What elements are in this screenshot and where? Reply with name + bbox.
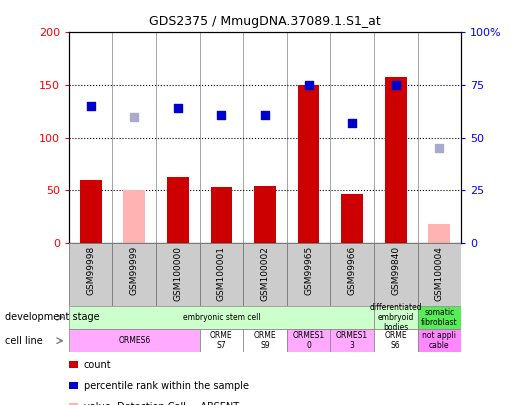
Text: somatic
fibroblast: somatic fibroblast	[421, 308, 457, 327]
Text: GSM99999: GSM99999	[130, 246, 139, 295]
Text: development stage: development stage	[5, 312, 100, 322]
Text: percentile rank within the sample: percentile rank within the sample	[84, 381, 249, 390]
Bar	[374, 329, 418, 352]
Text: count: count	[84, 360, 111, 369]
Text: GSM100002: GSM100002	[261, 246, 269, 301]
Point	[217, 111, 226, 118]
Bar	[112, 243, 156, 306]
Text: GSM99965: GSM99965	[304, 246, 313, 295]
Text: not appli
cable: not appli cable	[422, 331, 456, 350]
Point	[130, 113, 138, 120]
Bar	[385, 77, 407, 243]
Text: ORME
S7: ORME S7	[210, 331, 233, 350]
Bar	[200, 329, 243, 352]
Bar	[254, 186, 276, 243]
Bar	[80, 180, 102, 243]
Text: GSM100000: GSM100000	[173, 246, 182, 301]
Bar	[330, 329, 374, 352]
Text: ORME
S9: ORME S9	[254, 331, 276, 350]
Text: GSM99966: GSM99966	[348, 246, 357, 295]
Bar	[243, 243, 287, 306]
Bar	[167, 177, 189, 243]
Bar	[298, 85, 320, 243]
Bar	[243, 329, 287, 352]
Text: embryonic stem cell: embryonic stem cell	[183, 313, 260, 322]
Text: ORMES6: ORMES6	[118, 336, 151, 345]
Bar	[374, 243, 418, 306]
Bar	[330, 243, 374, 306]
Bar	[287, 329, 330, 352]
Point	[435, 145, 444, 151]
Bar	[341, 194, 363, 243]
Text: GSM100001: GSM100001	[217, 246, 226, 301]
Point	[261, 111, 269, 118]
Bar	[428, 224, 450, 243]
Bar	[287, 243, 330, 306]
Bar	[210, 187, 232, 243]
Bar	[156, 243, 200, 306]
Text: GSM100004: GSM100004	[435, 246, 444, 301]
Bar	[69, 306, 374, 329]
Bar	[418, 306, 461, 329]
Text: differentiated
embryoid
bodies: differentiated embryoid bodies	[369, 303, 422, 333]
Point	[174, 105, 182, 111]
Bar	[200, 243, 243, 306]
Text: ORMES1
0: ORMES1 0	[293, 331, 325, 350]
Bar	[374, 306, 418, 329]
Text: cell line: cell line	[5, 336, 43, 346]
Text: GSM99998: GSM99998	[86, 246, 95, 295]
Bar	[418, 329, 461, 352]
Text: ORME
S6: ORME S6	[384, 331, 407, 350]
Point	[304, 82, 313, 88]
Text: ORMES1
3: ORMES1 3	[336, 331, 368, 350]
Point	[392, 82, 400, 88]
Bar	[69, 329, 200, 352]
Text: value, Detection Call = ABSENT: value, Detection Call = ABSENT	[84, 402, 239, 405]
Bar	[418, 243, 461, 306]
Bar	[69, 243, 112, 306]
Bar	[123, 190, 145, 243]
Point	[348, 120, 356, 126]
Text: GSM99840: GSM99840	[391, 246, 400, 295]
Point	[86, 103, 95, 109]
Title: GDS2375 / MmugDNA.37089.1.S1_at: GDS2375 / MmugDNA.37089.1.S1_at	[149, 15, 381, 28]
